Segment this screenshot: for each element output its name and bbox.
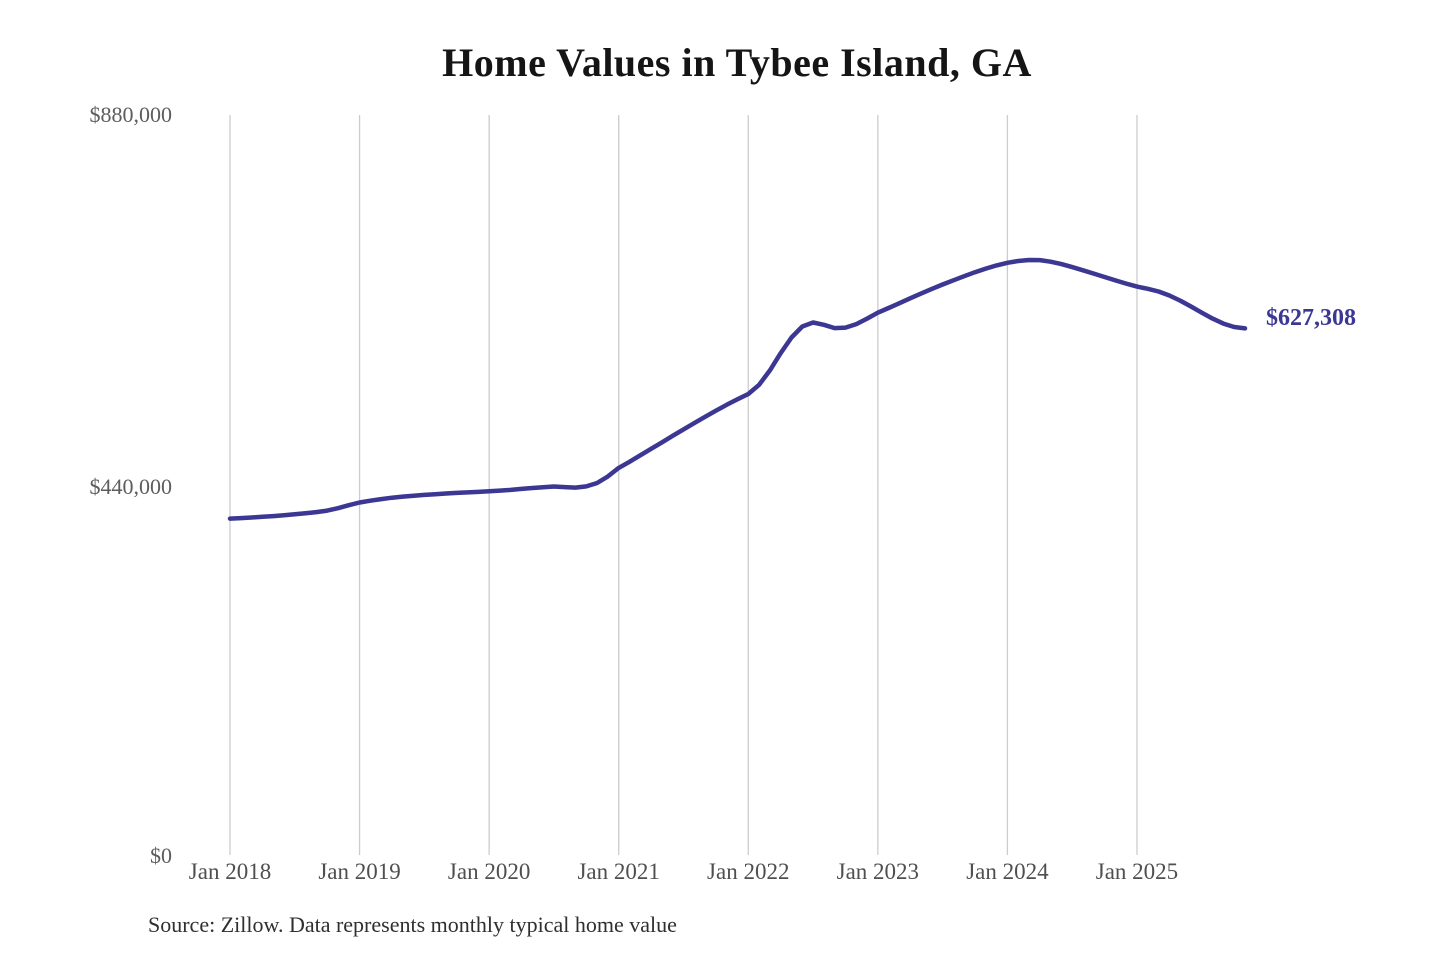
x-axis-tick-label: Jan 2020	[447, 859, 531, 884]
y-axis-tick-label: $440,000	[89, 474, 173, 499]
x-axis-tick-label: Jan 2019	[318, 859, 401, 884]
chart-title: Home Values in Tybee Island, GA	[442, 40, 1032, 85]
x-axis-tick-label: Jan 2025	[1095, 859, 1179, 884]
x-axis-tick-label: Jan 2018	[188, 859, 272, 884]
source-note: Source: Zillow. Data represents monthly …	[148, 912, 677, 937]
final-value-label: $627,308	[1266, 305, 1356, 331]
x-axis-tick-label: Jan 2022	[707, 859, 790, 884]
y-axis-tick-label: $0	[150, 843, 172, 868]
x-axis-tick-label: Jan 2023	[836, 859, 920, 884]
y-axis-tick-label: $880,000	[89, 102, 173, 127]
x-axis-tick-label: Jan 2021	[577, 859, 660, 884]
x-axis-tick-label: Jan 2024	[966, 859, 1049, 884]
value-line-series	[227, 257, 1248, 521]
